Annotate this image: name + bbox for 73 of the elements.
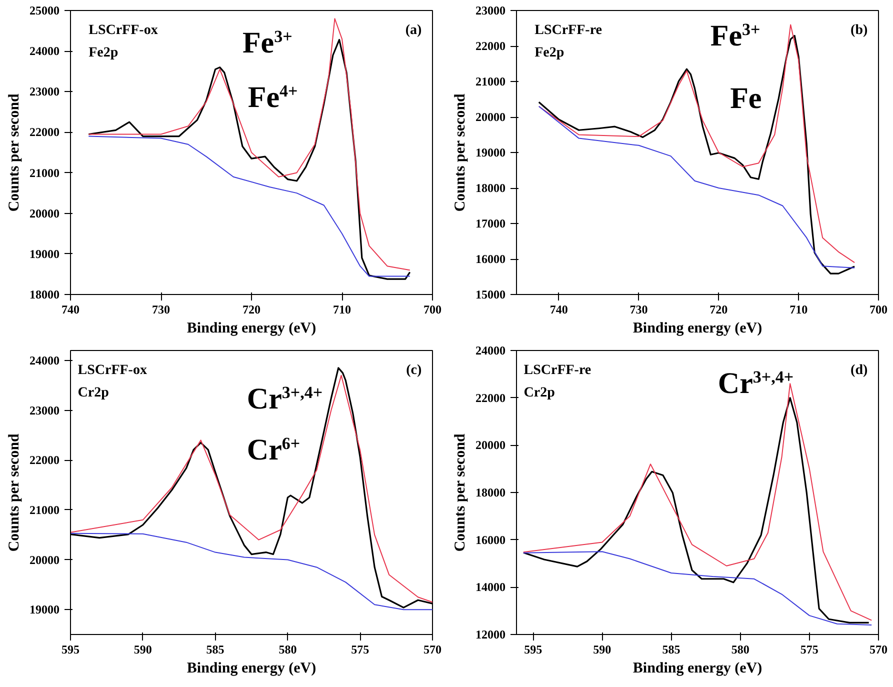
x-tick-label: 730	[152, 302, 170, 316]
x-tick-label: 710	[333, 302, 351, 316]
annotation: (b)	[850, 22, 868, 38]
y-axis-title: Counts per second	[452, 92, 468, 212]
y-tick-label: 20000	[30, 552, 60, 567]
y-tick-label: 18000	[30, 288, 60, 302]
y-tick-label: 18000	[476, 486, 506, 500]
x-tick-label: 700	[870, 302, 888, 316]
annotation: (c)	[406, 362, 422, 378]
y-tick-label: 25000	[30, 4, 60, 18]
x-tick-label: 575	[351, 642, 370, 656]
y-tick-label: 22000	[476, 39, 506, 53]
x-tick-label: 730	[630, 302, 648, 316]
annotation: (d)	[850, 362, 868, 378]
x-tick-label: 740	[550, 302, 568, 316]
x-tick-label: 595	[62, 642, 80, 656]
y-tick-label: 14000	[476, 580, 506, 594]
y-tick-label: 23000	[30, 84, 60, 99]
y-tick-label: 12000	[476, 628, 506, 642]
y-tick-label: 22000	[30, 453, 60, 468]
x-tick-label: 590	[134, 642, 152, 656]
annotation: LSCrFF-re	[534, 22, 602, 38]
annotation: Fe	[730, 82, 762, 116]
y-tick-label: 20000	[476, 438, 506, 452]
y-tick-label: 24000	[30, 353, 60, 368]
y-axis-title: Counts per second	[6, 432, 22, 552]
annotation: Cr2p	[78, 386, 110, 401]
y-tick-label: 22000	[30, 125, 60, 140]
annotation: (a)	[405, 22, 422, 38]
y-tick-label: 24000	[30, 44, 60, 58]
x-tick-label: 580	[278, 642, 297, 656]
y-tick-label: 23000	[30, 403, 60, 418]
x-tick-label: 720	[710, 302, 728, 316]
x-tick-label: 595	[524, 642, 542, 656]
annotation: Fe2p	[88, 46, 118, 61]
x-tick-label: 720	[242, 302, 260, 316]
y-tick-label: 16000	[476, 252, 506, 266]
annotation: LSCrFF-ox	[78, 362, 147, 378]
y-tick-label: 22000	[476, 390, 506, 405]
annotation: Fe2p	[534, 46, 564, 61]
y-axis-title: Counts per second	[452, 432, 468, 552]
x-tick-label: 585	[662, 642, 680, 656]
y-tick-label: 15000	[476, 288, 506, 302]
y-tick-label: 24000	[476, 344, 506, 358]
x-tick-label: 580	[731, 642, 750, 656]
y-tick-label: 19000	[30, 602, 60, 617]
y-axis-title: Counts per second	[6, 92, 22, 212]
x-axis-title: Binding energy (eV)	[632, 320, 762, 336]
x-axis-title: Binding energy (eV)	[186, 660, 316, 676]
x-tick-label: 590	[593, 642, 612, 656]
x-tick-label: 570	[424, 642, 442, 656]
annotation: Cr2p	[524, 386, 556, 401]
x-tick-label: 575	[800, 642, 818, 656]
y-tick-label: 23000	[476, 4, 506, 18]
y-tick-label: 20000	[30, 206, 60, 220]
x-tick-label: 700	[424, 302, 442, 316]
x-tick-label: 570	[870, 642, 888, 656]
y-tick-label: 21000	[476, 74, 506, 88]
y-tick-label: 16000	[476, 532, 506, 547]
y-tick-label: 19000	[476, 146, 506, 160]
y-tick-label: 20000	[476, 110, 506, 124]
y-tick-label: 21000	[30, 166, 60, 180]
x-axis-title: Binding energy (eV)	[186, 320, 316, 336]
y-tick-label: 17000	[476, 216, 506, 230]
y-tick-label: 19000	[30, 246, 60, 261]
annotation: LSCrFF-re	[524, 362, 592, 378]
y-tick-label: 21000	[30, 502, 60, 517]
x-tick-label: 740	[62, 302, 80, 316]
x-axis-title: Binding energy (eV)	[632, 660, 762, 676]
y-tick-label: 18000	[476, 181, 506, 195]
annotation: LSCrFF-ox	[88, 22, 158, 38]
x-tick-label: 585	[206, 642, 224, 656]
x-tick-label: 710	[790, 302, 808, 316]
